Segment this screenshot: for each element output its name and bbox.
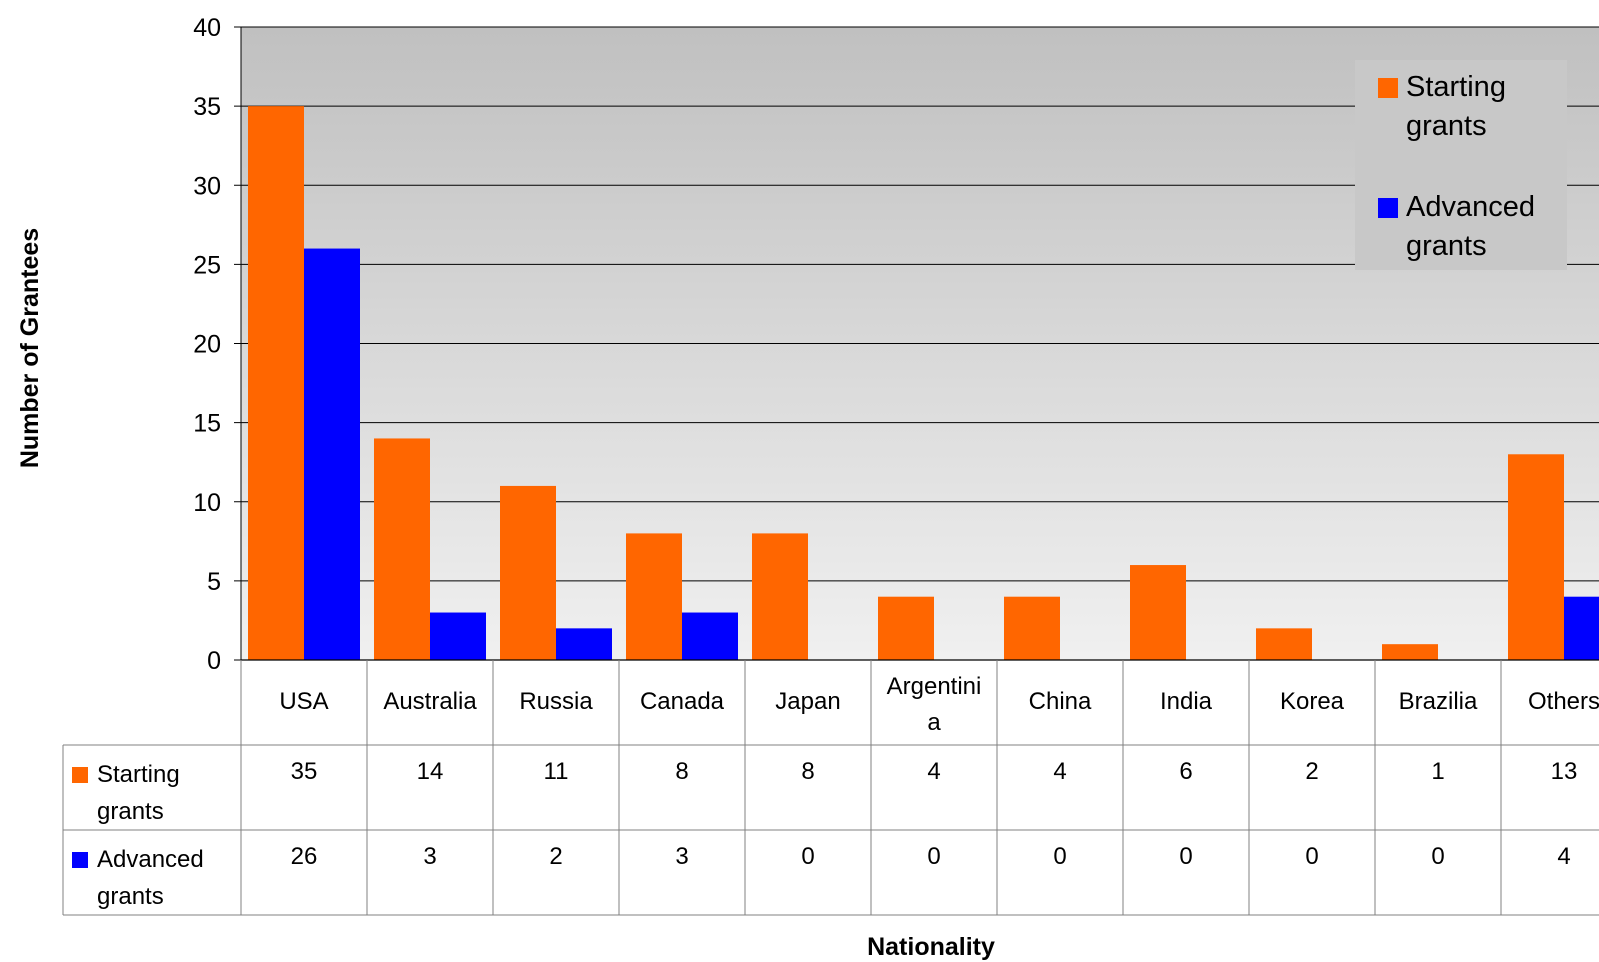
y-tick-label: 0 [207, 647, 221, 675]
data-table: USA Australia Russia Canada Japan Argentini a C… [62, 659, 1599, 916]
category-label: Japan [775, 688, 840, 715]
table-value: 2 [1305, 758, 1318, 785]
bar-starting-grants-others [1508, 454, 1564, 660]
bar-starting-grants-australia [374, 438, 430, 660]
legend-swatch [1378, 78, 1398, 98]
bar-advanced-grants-others [1564, 596, 1599, 660]
category-label: a [927, 709, 941, 736]
table-value: 0 [1431, 843, 1444, 870]
bar-starting-grants-china [1004, 596, 1060, 660]
bar-starting-grants-india [1130, 565, 1186, 660]
table-legend-key [72, 852, 88, 868]
table-value: 6 [1179, 758, 1192, 785]
y-tick-label: 5 [207, 568, 221, 596]
legend: Starting grants Advanced grants [1355, 60, 1567, 270]
y-tick-label: 20 [193, 331, 221, 359]
table-value: 0 [1305, 843, 1318, 870]
table-value: 14 [417, 758, 444, 785]
category-label: Others [1528, 688, 1599, 715]
table-value: 8 [675, 758, 688, 785]
table-value: 0 [801, 843, 814, 870]
bar-starting-grants-russia [500, 485, 556, 660]
table-value: 26 [291, 843, 318, 870]
table-series-name: Starting [97, 761, 180, 788]
table-value: 4 [1557, 843, 1570, 870]
y-tick-label: 10 [193, 489, 221, 517]
category-label: India [1160, 688, 1213, 715]
y-axis-title: Number of Grantees [16, 228, 44, 468]
bar-starting-grants-brazilia [1382, 644, 1438, 660]
table-value: 0 [927, 843, 940, 870]
table-value: 11 [544, 758, 569, 785]
category-label: Australia [383, 688, 477, 715]
category-label: China [1029, 688, 1092, 715]
table-value: 2 [549, 843, 562, 870]
table-value: 1 [1431, 758, 1444, 785]
bar-advanced-grants-russia [556, 628, 612, 660]
category-label: Russia [519, 688, 593, 715]
bar-starting-grants-canada [626, 533, 682, 660]
x-axis-title: Nationality [867, 933, 995, 961]
legend-label: grants [1406, 110, 1487, 142]
legend-label: Starting [1406, 71, 1506, 103]
table-value: 3 [423, 843, 436, 870]
y-tick-label: 30 [193, 172, 221, 200]
y-axis: 0 5 10 15 20 25 30 35 40 [193, 14, 242, 675]
category-label: Korea [1280, 688, 1345, 715]
legend-label: grants [1406, 230, 1487, 262]
y-tick-label: 35 [193, 93, 221, 121]
bar-starting-grants-argentinia [878, 596, 934, 660]
category-label: Canada [640, 688, 725, 715]
legend-label: Advanced [1406, 191, 1535, 223]
table-legend-key [72, 767, 88, 783]
table-value: 35 [291, 758, 318, 785]
table-value: 8 [801, 758, 814, 785]
table-series-name: grants [97, 798, 164, 825]
table-value: 13 [1551, 758, 1578, 785]
table-value: 4 [1053, 758, 1066, 785]
y-tick-label: 25 [193, 251, 221, 279]
bar-starting-grants-korea [1256, 628, 1312, 660]
y-tick-label: 15 [193, 410, 221, 438]
bar-starting-grants-japan [752, 533, 808, 660]
category-label: USA [279, 688, 328, 715]
table-value: 0 [1179, 843, 1192, 870]
table-series-name: Advanced [97, 846, 204, 873]
category-label: Brazilia [1399, 688, 1478, 715]
legend-swatch [1378, 198, 1398, 218]
bar-starting-grants-usa [248, 106, 304, 660]
y-tick-label: 40 [193, 14, 221, 42]
table-value: 3 [675, 843, 688, 870]
bar-advanced-grants-canada [682, 612, 738, 660]
bar-advanced-grants-australia [430, 612, 486, 660]
category-label: Argentini [887, 673, 982, 700]
table-value: 4 [927, 758, 940, 785]
table-series-name: grants [97, 883, 164, 910]
bar-advanced-grants-usa [304, 248, 360, 661]
table-value: 0 [1053, 843, 1066, 870]
bars [248, 106, 1599, 661]
